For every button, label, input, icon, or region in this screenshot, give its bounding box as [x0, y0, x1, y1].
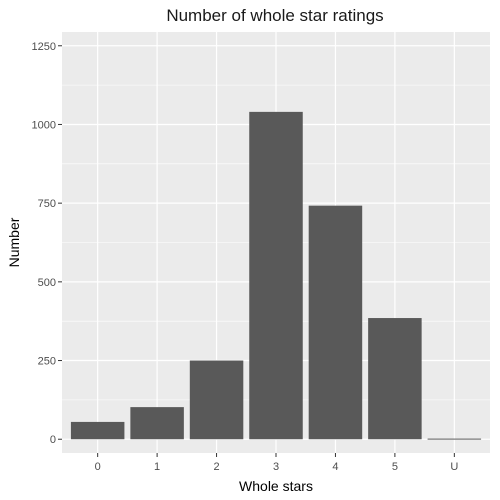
x-tick-label: 4	[332, 461, 338, 473]
bar-3	[249, 111, 303, 440]
bar-5	[368, 318, 422, 440]
x-tick-label: 0	[95, 461, 101, 473]
x-tick-label: 3	[273, 461, 279, 473]
bars	[70, 111, 482, 440]
bar-0	[70, 421, 125, 440]
bar-4	[308, 205, 363, 440]
x-tick-label: 5	[392, 461, 398, 473]
y-tick-label: 500	[38, 277, 56, 289]
x-tick-label: U	[450, 461, 458, 473]
x-axis-title: Whole stars	[239, 478, 313, 494]
bar-2	[189, 360, 244, 440]
y-tick-label: 1250	[32, 41, 56, 53]
y-axis-ticks: 0 250 500 750 1000 1250	[32, 41, 62, 446]
y-tick-label: 250	[38, 356, 56, 368]
bar-U	[427, 438, 482, 440]
y-tick-label: 0	[50, 434, 56, 446]
y-axis-title: Number	[6, 217, 22, 267]
x-tick-label: 2	[213, 461, 219, 473]
y-tick-label: 750	[38, 198, 56, 210]
y-tick-label: 1000	[32, 119, 56, 131]
x-tick-label: 1	[154, 461, 160, 473]
x-axis-ticks: 0 1 2 3 4 5 U	[95, 453, 458, 473]
chart-title: Number of whole star ratings	[166, 6, 384, 25]
bar-1	[130, 407, 184, 440]
